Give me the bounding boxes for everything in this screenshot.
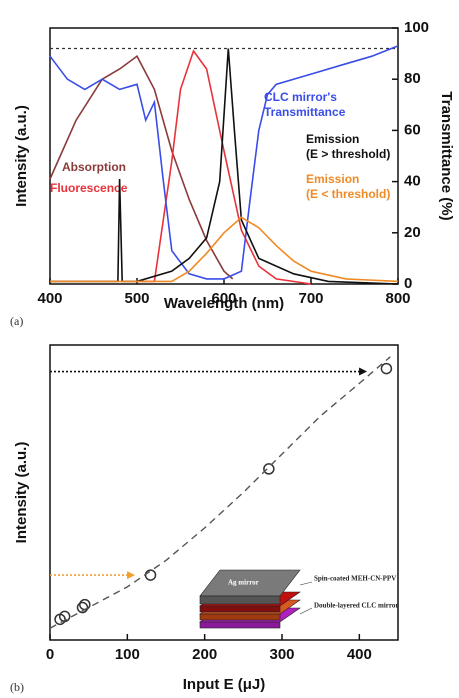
inset-label: Double-layered CLC mirror (314, 602, 399, 610)
x-tick-label: 600 (211, 290, 236, 307)
y2-tick-label: 60 (404, 121, 421, 138)
y2-tick-label: 0 (404, 275, 412, 292)
arrow-head (127, 571, 136, 580)
data-point (58, 610, 71, 623)
data-point (380, 362, 393, 375)
plot-frame (49, 344, 399, 641)
y-axis-label: Intensity (a.u.) (13, 105, 30, 207)
data-point (79, 598, 91, 611)
series-line (50, 216, 399, 283)
x-tick-label: 700 (298, 290, 323, 307)
y-axis-label: Intensity (a.u.) (13, 442, 30, 544)
y2-tick-label: 20 (404, 224, 421, 241)
x-tick-label: 400 (347, 646, 372, 663)
data-point (263, 463, 275, 475)
series-label: CLC mirror's Transmittance (264, 90, 346, 119)
x-axis-label: Wavelength (nm) (164, 295, 284, 312)
inset-label: Spin-coated MEH-CN-PPV (314, 575, 396, 583)
series-line (49, 55, 234, 280)
series-label: Fluorescence (50, 181, 128, 195)
series-label: Emission (E > threshold) (306, 132, 390, 161)
inset-label: Ag mirror (228, 579, 259, 587)
x-tick-label: 300 (269, 646, 294, 663)
y2-tick-label: 40 (404, 173, 421, 190)
series-label: Absorption (62, 160, 126, 174)
series-line (49, 45, 399, 280)
x-axis-label: Input E (μJ) (183, 676, 266, 693)
arrow-head (359, 367, 368, 376)
series-label: Emission (E < threshold) (306, 172, 390, 201)
series-line (137, 49, 312, 285)
panel-label: (a) (10, 314, 23, 328)
x-tick-label: 400 (37, 290, 62, 307)
panel-label: (b) (10, 680, 24, 694)
x-tick-label: 100 (115, 646, 140, 663)
x-tick-label: 800 (385, 290, 410, 307)
x-tick-label: 0 (46, 646, 54, 663)
x-tick-label: 200 (192, 646, 217, 663)
data-point (144, 569, 157, 581)
y2-tick-label: 80 (404, 70, 421, 87)
fit-line (49, 356, 391, 629)
y2-axis-label: Transmittance (%) (438, 91, 455, 220)
y2-tick-label: 100 (404, 19, 429, 36)
inset-device: Ag mirror (199, 569, 313, 629)
x-tick-label: 500 (124, 290, 149, 307)
series-line (50, 48, 399, 285)
